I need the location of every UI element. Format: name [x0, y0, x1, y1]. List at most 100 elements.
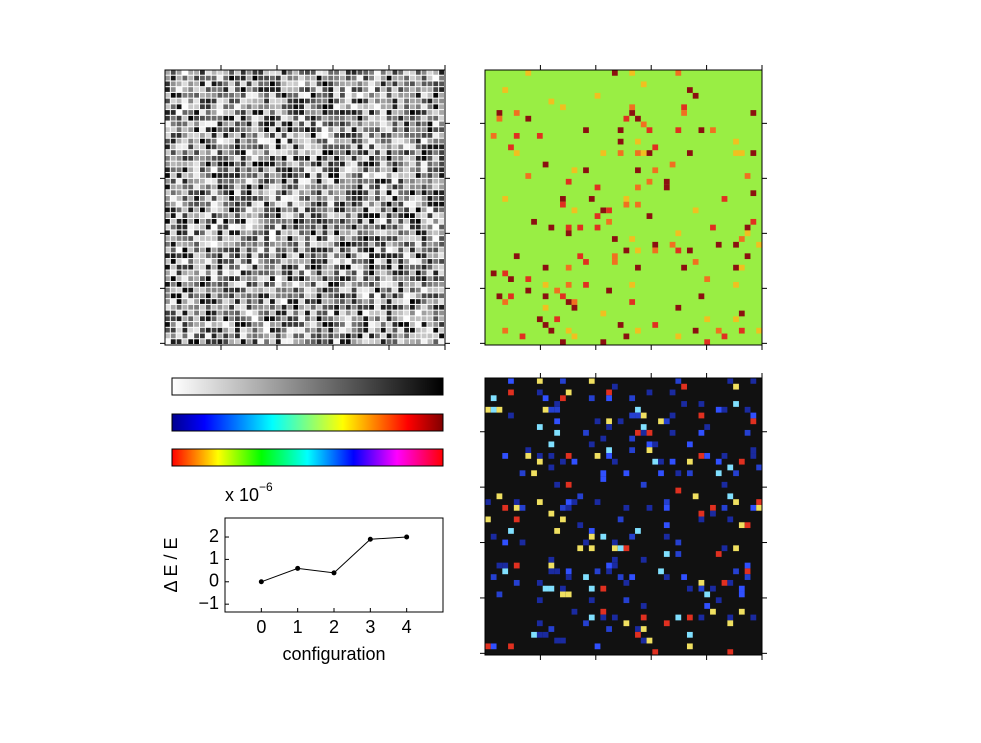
map-cell [340, 236, 345, 241]
map-cell [287, 173, 293, 178]
map-cell [392, 264, 398, 270]
map-cell [571, 333, 578, 340]
map-cell [194, 190, 199, 196]
map-cell [246, 81, 252, 87]
map-cell [182, 310, 188, 316]
map-cell [334, 253, 339, 259]
map-cell [281, 110, 287, 115]
map-cell [305, 276, 310, 281]
map-cell [410, 98, 415, 104]
map-cell [188, 276, 194, 281]
map-cell [240, 81, 246, 87]
map-cell [328, 316, 334, 322]
map-cell [433, 253, 439, 259]
map-cell [675, 539, 682, 546]
map-cell [640, 150, 647, 156]
map-cell [398, 150, 404, 155]
map-cell [386, 155, 392, 161]
map-cell [170, 184, 176, 190]
map-cell [322, 207, 328, 213]
map-cell [200, 127, 205, 133]
map-cell [410, 161, 415, 167]
map-cell [340, 247, 345, 253]
map-cell [386, 218, 392, 224]
map-cell [275, 184, 281, 190]
map-cell [502, 504, 509, 511]
map-cell [310, 110, 316, 115]
map-cell [194, 333, 199, 339]
map-cell [165, 87, 170, 92]
map-cell [322, 104, 328, 110]
map-cell [316, 161, 322, 167]
map-cell [240, 75, 246, 81]
map-cell [170, 167, 176, 173]
map-cell [287, 115, 293, 121]
map-cell [345, 70, 351, 75]
map-cell [357, 281, 363, 287]
map-cell [392, 178, 398, 184]
map-cell [170, 304, 176, 310]
map-cell [328, 230, 334, 236]
map-cell [542, 395, 549, 402]
map-cell [275, 161, 281, 167]
map-cell [211, 339, 217, 344]
map-cell [223, 104, 229, 110]
map-cell [281, 322, 287, 327]
map-cell [275, 213, 281, 218]
map-cell [410, 155, 415, 161]
map-cell [363, 241, 369, 247]
map-cell [170, 173, 176, 178]
map-cell [217, 276, 223, 281]
map-cell [635, 264, 641, 271]
map-cell [565, 327, 572, 334]
map-cell [264, 184, 269, 190]
map-cell [229, 281, 234, 287]
map-cell [427, 161, 433, 167]
map-cell [194, 224, 199, 230]
map-cell [617, 322, 624, 328]
map-cell [316, 104, 322, 110]
map-cell [669, 429, 676, 436]
map-cell [235, 224, 240, 230]
map-cell [508, 144, 514, 151]
map-cell [258, 150, 264, 155]
map-cell [519, 539, 526, 546]
map-cell [299, 253, 304, 259]
map-cell [275, 167, 281, 173]
map-cell [322, 75, 328, 81]
map-cell [165, 247, 170, 253]
map-cell [357, 196, 363, 201]
map-cell [194, 247, 199, 253]
map-cell [205, 196, 211, 201]
map-cell [310, 304, 316, 310]
map-cell [229, 253, 234, 259]
map-cell [270, 333, 275, 339]
map-cell [421, 196, 427, 201]
map-cell [357, 287, 363, 293]
map-cell [229, 264, 234, 270]
map-cell [240, 127, 246, 133]
map-cell [252, 287, 258, 293]
map-cell [170, 236, 176, 241]
map-cell [281, 161, 287, 167]
map-cell [357, 173, 363, 178]
map-cell [421, 293, 427, 299]
map-cell [258, 201, 264, 207]
map-cell [246, 264, 252, 270]
map-cell [738, 608, 745, 615]
map-cell [433, 161, 439, 167]
map-cell [240, 115, 246, 121]
map-cell [357, 201, 363, 207]
map-cell [316, 241, 322, 247]
map-cell [415, 316, 421, 322]
map-cell [281, 259, 287, 264]
map-cell [421, 276, 427, 281]
map-cell [322, 201, 328, 207]
map-cell [316, 196, 322, 201]
map-cell [310, 316, 316, 322]
map-cell [715, 241, 722, 248]
map-cell [380, 178, 386, 184]
map-cell [264, 207, 269, 213]
map-cell [345, 127, 351, 133]
